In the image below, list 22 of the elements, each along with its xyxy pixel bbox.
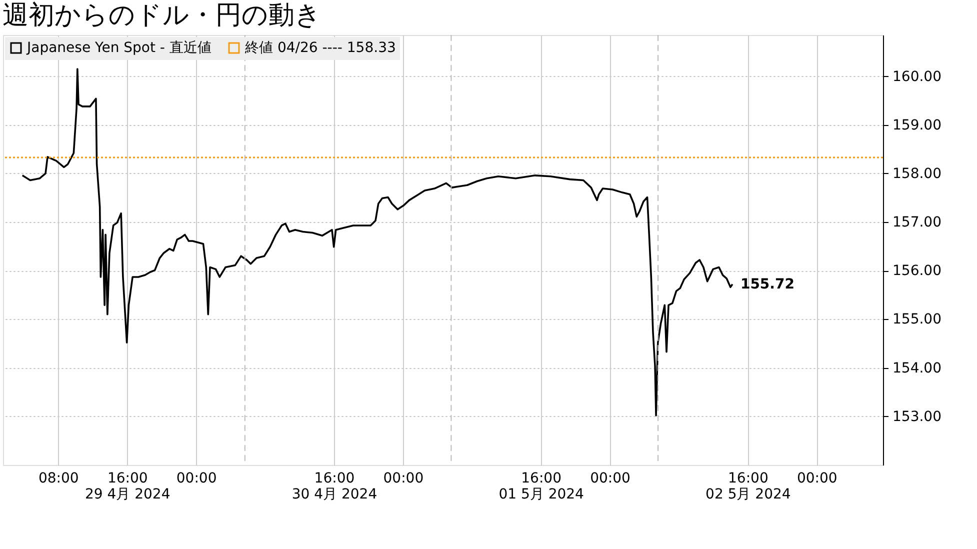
annotation: 155.72 (740, 276, 794, 292)
y-tick-label: 155.00 (892, 312, 942, 328)
chart-title: 週初からのドル・円の動き (2, 0, 322, 30)
x-tick-label: 00:00 (796, 470, 838, 486)
x-tick-label: 00:00 (176, 470, 217, 486)
y-tick-label: 156.00 (892, 263, 942, 280)
x-tick-label: 16:00 02 5月 2024 (706, 470, 791, 502)
x-tick-label: 16:00 30 4月 2024 (292, 470, 378, 502)
x-tick-label: 08:00 (38, 470, 79, 486)
line-series (21, 68, 734, 416)
y-tick-label: 158.00 (892, 166, 942, 182)
x-tick-label: 00:00 (383, 470, 424, 486)
y-tick-label: 157.00 (892, 214, 942, 231)
x-tick-label: 16:00 29 4月 2024 (84, 470, 170, 502)
x-tick-label: 00:00 (590, 470, 630, 486)
y-tick-label: 159.00 (892, 117, 942, 134)
y-tick-label: 154.00 (892, 360, 942, 376)
y-tick-label: 160.00 (892, 68, 942, 85)
legend-label: Japanese Yen Spot - 直近値 (26, 40, 212, 56)
legend-label: 終値 04/26 ---- 158.33 (244, 40, 396, 56)
y-tick-label: 153.00 (892, 408, 942, 425)
x-tick-label: 16:00 01 5月 2024 (498, 470, 584, 502)
